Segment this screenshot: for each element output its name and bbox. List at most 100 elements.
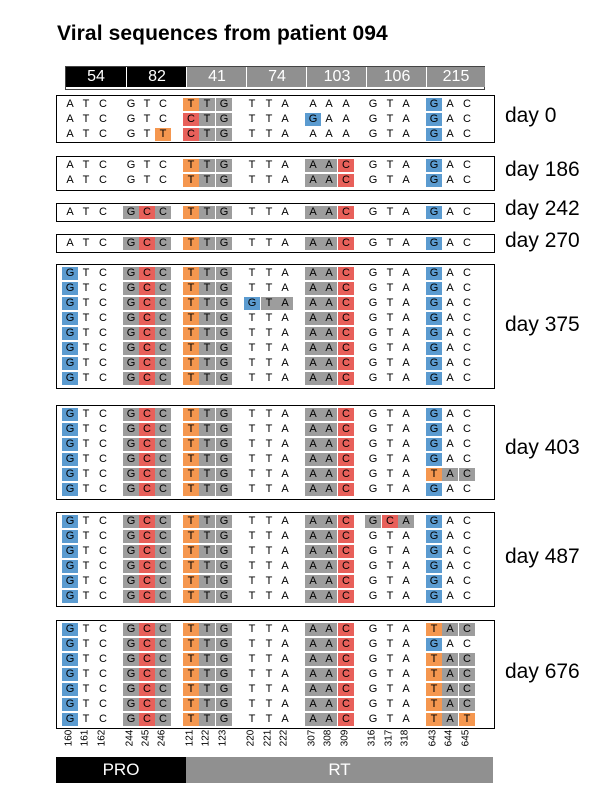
nucleotide: G — [62, 282, 78, 295]
nucleotide: T — [248, 515, 256, 527]
nucleotide: A — [305, 438, 321, 451]
nucleotide: G — [123, 530, 139, 543]
nucleotide: T — [261, 297, 277, 310]
nucleotide: G — [216, 713, 232, 726]
nucleotide: T — [265, 312, 273, 324]
nucleotide: A — [321, 174, 337, 187]
nucleotide: G — [126, 113, 136, 125]
nucleotide: C — [139, 357, 155, 370]
nucleotide: G — [62, 590, 78, 603]
nucleotide: T — [82, 653, 90, 665]
nucleotide: C — [459, 698, 475, 711]
nucleotide: T — [265, 372, 273, 384]
nucleotide: T — [82, 174, 90, 186]
nucleotide: C — [99, 560, 107, 572]
nucleotide: C — [338, 515, 354, 528]
nucleotide: C — [99, 653, 107, 665]
nucleotide: T — [248, 267, 256, 279]
nucleotide: G — [62, 468, 78, 481]
nucleotide: G — [123, 453, 139, 466]
nucleotide: G — [123, 267, 139, 280]
nucleotide: T — [265, 653, 273, 665]
nucleotide: C — [99, 545, 107, 557]
nucleotide: G — [426, 237, 442, 250]
nucleotide: C — [99, 468, 107, 480]
nucleotide: G — [426, 483, 442, 496]
nucleotide: T — [183, 357, 199, 370]
nucleotide: A — [446, 206, 454, 218]
position-label: 644 — [441, 722, 457, 754]
nucleotide: G — [216, 683, 232, 696]
nucleotide: G — [426, 159, 442, 172]
nucleotide: G — [426, 372, 442, 385]
nucleotide: C — [139, 438, 155, 451]
nucleotide: G — [426, 438, 442, 451]
nucleotide: C — [338, 545, 354, 558]
nucleotide: A — [321, 408, 337, 421]
nucleotide: C — [155, 206, 171, 219]
nucleotide: A — [305, 668, 321, 681]
nucleotide: C — [459, 468, 475, 481]
nucleotide: T — [143, 98, 151, 110]
nucleotide: C — [159, 98, 167, 110]
nucleotide: T — [265, 483, 273, 495]
nucleotide: T — [82, 468, 90, 480]
nucleotide: C — [139, 267, 155, 280]
nucleotide: C — [338, 468, 354, 481]
nucleotide: G — [368, 174, 378, 186]
nucleotide: A — [398, 515, 414, 528]
nucleotide: T — [143, 128, 151, 140]
nucleotide: A — [325, 113, 333, 125]
nucleotide: T — [248, 638, 256, 650]
day-label: day 403 — [505, 436, 580, 459]
position-label-text: 317 — [383, 729, 395, 747]
nucleotide: A — [281, 206, 289, 218]
nucleotide: A — [402, 668, 410, 680]
nucleotide: A — [321, 560, 337, 573]
nucleotide: G — [62, 653, 78, 666]
nucleotide: T — [386, 128, 394, 140]
nucleotide: A — [281, 668, 289, 680]
position-label-text: 316 — [366, 729, 378, 747]
nucleotide: A — [305, 297, 321, 310]
nucleotide: G — [216, 237, 232, 250]
nucleotide: C — [99, 483, 107, 495]
nucleotide: A — [442, 668, 458, 681]
nucleotide: C — [155, 297, 171, 310]
nucleotide: A — [305, 638, 321, 651]
nucleotide: A — [281, 575, 289, 587]
nucleotide: G — [216, 515, 232, 528]
nucleotide: T — [82, 515, 90, 527]
nucleotide: T — [386, 560, 394, 572]
nucleotide: T — [248, 545, 256, 557]
nucleotide: T — [265, 408, 273, 420]
nucleotide: G — [123, 372, 139, 385]
nucleotide: C — [139, 297, 155, 310]
nucleotide: T — [199, 453, 215, 466]
nucleotide: T — [248, 128, 256, 140]
nucleotide: A — [321, 297, 337, 310]
nucleotide: G — [368, 372, 378, 384]
nucleotide: T — [199, 327, 215, 340]
nucleotide: G — [426, 342, 442, 355]
nucleotide: C — [338, 408, 354, 421]
nucleotide: C — [338, 297, 354, 310]
nucleotide: C — [463, 515, 471, 527]
nucleotide: A — [281, 174, 289, 186]
nucleotide: C — [463, 297, 471, 309]
nucleotide: A — [402, 483, 410, 495]
codon-header: 54 82 41 74 103 106 215 — [65, 66, 485, 90]
nucleotide: A — [442, 468, 458, 481]
nucleotide: G — [216, 590, 232, 603]
nucleotide: G — [426, 113, 442, 126]
nucleotide: C — [338, 282, 354, 295]
nucleotide: T — [143, 159, 151, 171]
nucleotide: G — [368, 483, 378, 495]
nucleotide: T — [82, 297, 90, 309]
nucleotide: A — [66, 159, 74, 171]
nucleotide: T — [183, 206, 199, 219]
nucleotide: T — [183, 312, 199, 325]
nucleotide: G — [123, 342, 139, 355]
nucleotide: C — [99, 575, 107, 587]
nucleotide: T — [199, 282, 215, 295]
